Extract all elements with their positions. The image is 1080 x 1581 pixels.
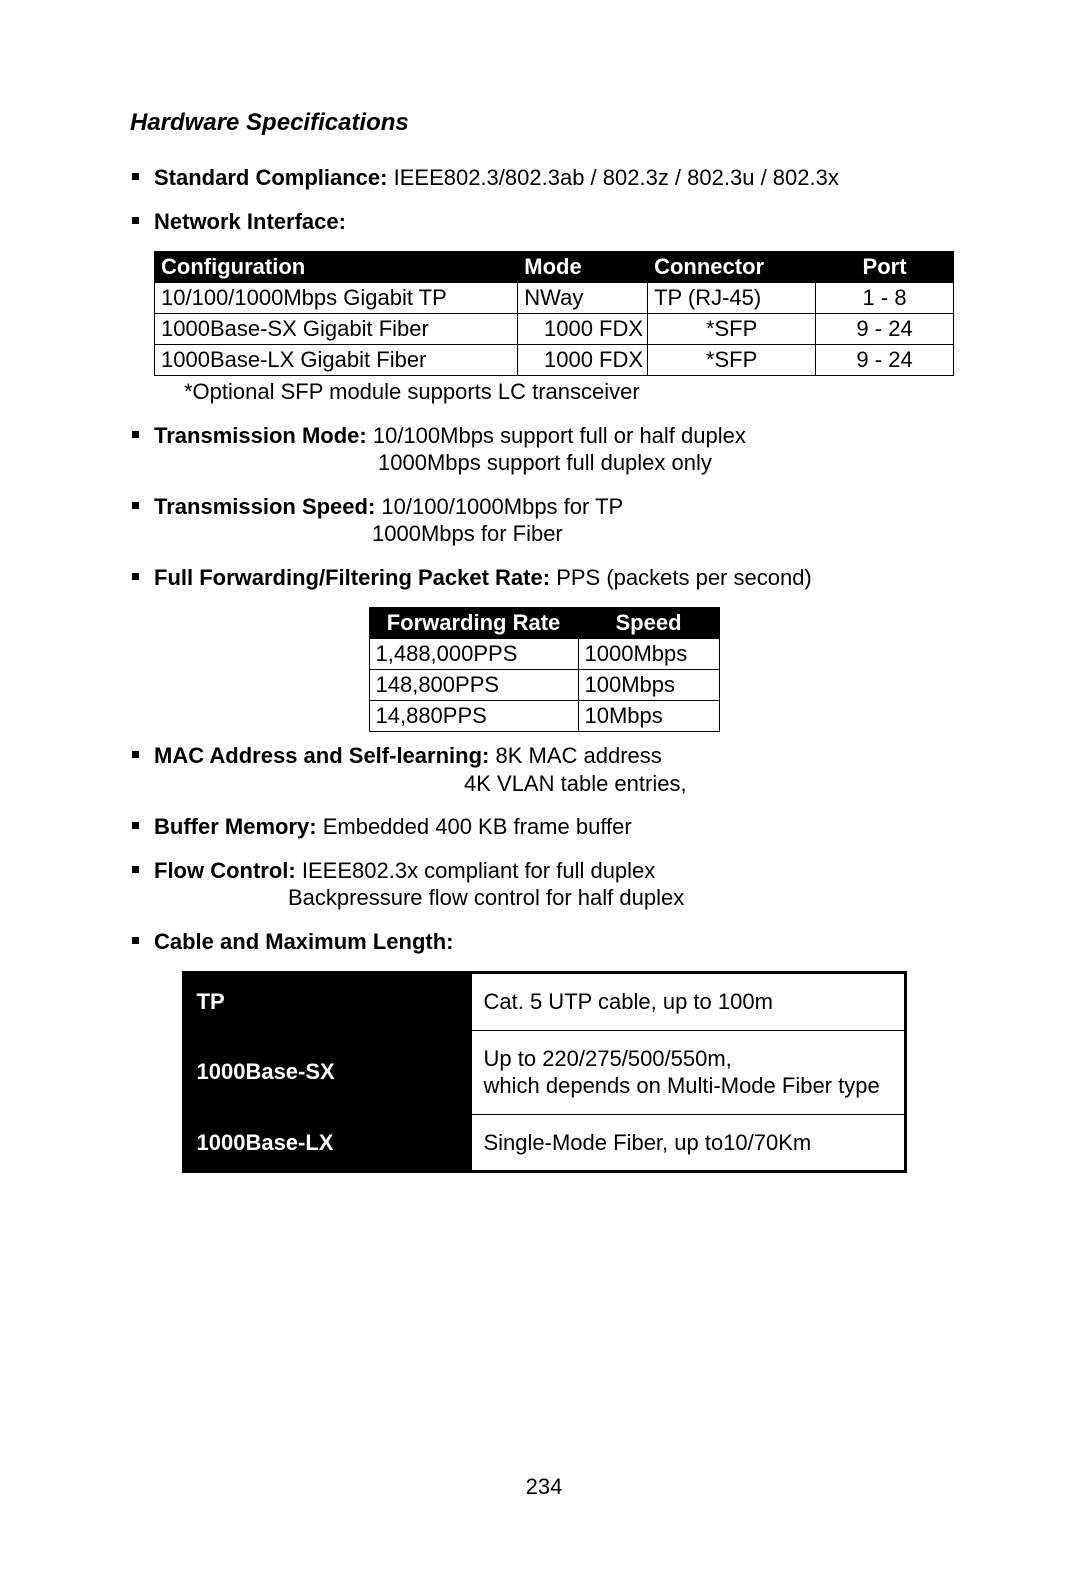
spec-transmission-mode: Transmission Mode: 10/100Mbps support fu… [130, 422, 958, 477]
spec-list: Transmission Mode: 10/100Mbps support fu… [130, 422, 958, 592]
cell: 148,800PPS [369, 670, 578, 701]
table-row: 10/100/1000Mbps Gigabit TP NWay TP (RJ-4… [155, 283, 954, 314]
cell: TP (RJ-45) [648, 283, 816, 314]
table-row: TP Cat. 5 UTP cable, up to 100m [183, 973, 905, 1031]
cell: 1000 FDX [518, 314, 648, 345]
spec-list: Standard Compliance: IEEE802.3/802.3ab /… [130, 164, 958, 235]
table-row: 14,880PPS 10Mbps [369, 701, 719, 732]
cell-key: TP [183, 973, 471, 1031]
label: MAC Address and Self-learning: [154, 743, 489, 768]
label: Flow Control: [154, 858, 296, 883]
label: Standard Compliance: [154, 165, 387, 190]
spec-network-interface: Network Interface: [130, 208, 958, 236]
cell: 1,488,000PPS [369, 639, 578, 670]
value: PPS (packets per second) [556, 565, 812, 590]
value-line2: 1000Mbps for Fiber [154, 520, 958, 548]
cell-key: 1000Base-SX [183, 1030, 471, 1114]
spec-list: MAC Address and Self-learning: 8K MAC ad… [130, 742, 958, 955]
cell: *SFP [648, 314, 816, 345]
spec-standard-compliance: Standard Compliance: IEEE802.3/802.3ab /… [130, 164, 958, 192]
th-forwarding-rate: Forwarding Rate [369, 608, 578, 639]
value: IEEE802.3/802.3ab / 802.3z / 802.3u / 80… [394, 165, 839, 190]
cell: NWay [518, 283, 648, 314]
table-row: 1000Base-LX Gigabit Fiber 1000 FDX *SFP … [155, 345, 954, 376]
cell: 1000Mbps [578, 639, 719, 670]
label: Transmission Mode: [154, 423, 367, 448]
page-number: 234 [130, 1473, 958, 1501]
th-mode: Mode [518, 252, 648, 283]
spec-forwarding-rate: Full Forwarding/Filtering Packet Rate: P… [130, 564, 958, 592]
value-line2: Backpressure flow control for half duple… [154, 884, 958, 912]
label: Buffer Memory: [154, 814, 317, 839]
label: Network Interface: [154, 209, 346, 234]
spec-cable-length: Cable and Maximum Length: [130, 928, 958, 956]
network-interface-table: Configuration Mode Connector Port 10/100… [154, 251, 954, 376]
cell: 1000Base-LX Gigabit Fiber [155, 345, 518, 376]
cell: 10/100/1000Mbps Gigabit TP [155, 283, 518, 314]
value: 10/100Mbps support full or half duplex [373, 423, 746, 448]
th-connector: Connector [648, 252, 816, 283]
table-row: 1000Base-SX Gigabit Fiber 1000 FDX *SFP … [155, 314, 954, 345]
cell: 10Mbps [578, 701, 719, 732]
table-row: 1,488,000PPS 1000Mbps [369, 639, 719, 670]
cell-val: Cat. 5 UTP cable, up to 100m [471, 973, 905, 1031]
cell-key: 1000Base-LX [183, 1114, 471, 1172]
cell: 1 - 8 [816, 283, 954, 314]
th-configuration: Configuration [155, 252, 518, 283]
value: IEEE802.3x compliant for full duplex [302, 858, 655, 883]
cell: 9 - 24 [816, 314, 954, 345]
spec-flow-control: Flow Control: IEEE802.3x compliant for f… [130, 857, 958, 912]
value-line2: 1000Mbps support full duplex only [154, 449, 958, 477]
cell: 9 - 24 [816, 345, 954, 376]
label: Full Forwarding/Filtering Packet Rate: [154, 565, 550, 590]
value: Embedded 400 KB frame buffer [323, 814, 632, 839]
section-title: Hardware Specifications [130, 108, 958, 138]
cell-val: Single-Mode Fiber, up to10/70Km [471, 1114, 905, 1172]
table-row: 148,800PPS 100Mbps [369, 670, 719, 701]
cable-length-table: TP Cat. 5 UTP cable, up to 100m 1000Base… [182, 971, 907, 1173]
spec-transmission-speed: Transmission Speed: 10/100/1000Mbps for … [130, 493, 958, 548]
label: Cable and Maximum Length: [154, 929, 453, 954]
table-row: 1000Base-LX Single-Mode Fiber, up to10/7… [183, 1114, 905, 1172]
cell: 100Mbps [578, 670, 719, 701]
value: 10/100/1000Mbps for TP [381, 494, 623, 519]
value: 8K MAC address [495, 743, 661, 768]
cell: 1000Base-SX Gigabit Fiber [155, 314, 518, 345]
cell: 14,880PPS [369, 701, 578, 732]
spec-mac-address: MAC Address and Self-learning: 8K MAC ad… [130, 742, 958, 797]
spec-buffer-memory: Buffer Memory: Embedded 400 KB frame buf… [130, 813, 958, 841]
cell: *SFP [648, 345, 816, 376]
network-interface-footnote: *Optional SFP module supports LC transce… [184, 378, 958, 406]
th-port: Port [816, 252, 954, 283]
forwarding-rate-table: Forwarding Rate Speed 1,488,000PPS 1000M… [369, 607, 720, 732]
value-line2: 4K VLAN table entries, [154, 770, 958, 798]
table-row: 1000Base-SX Up to 220/275/500/550m,which… [183, 1030, 905, 1114]
cell-val: Up to 220/275/500/550m,which depends on … [471, 1030, 905, 1114]
cell: 1000 FDX [518, 345, 648, 376]
th-speed: Speed [578, 608, 719, 639]
label: Transmission Speed: [154, 494, 375, 519]
